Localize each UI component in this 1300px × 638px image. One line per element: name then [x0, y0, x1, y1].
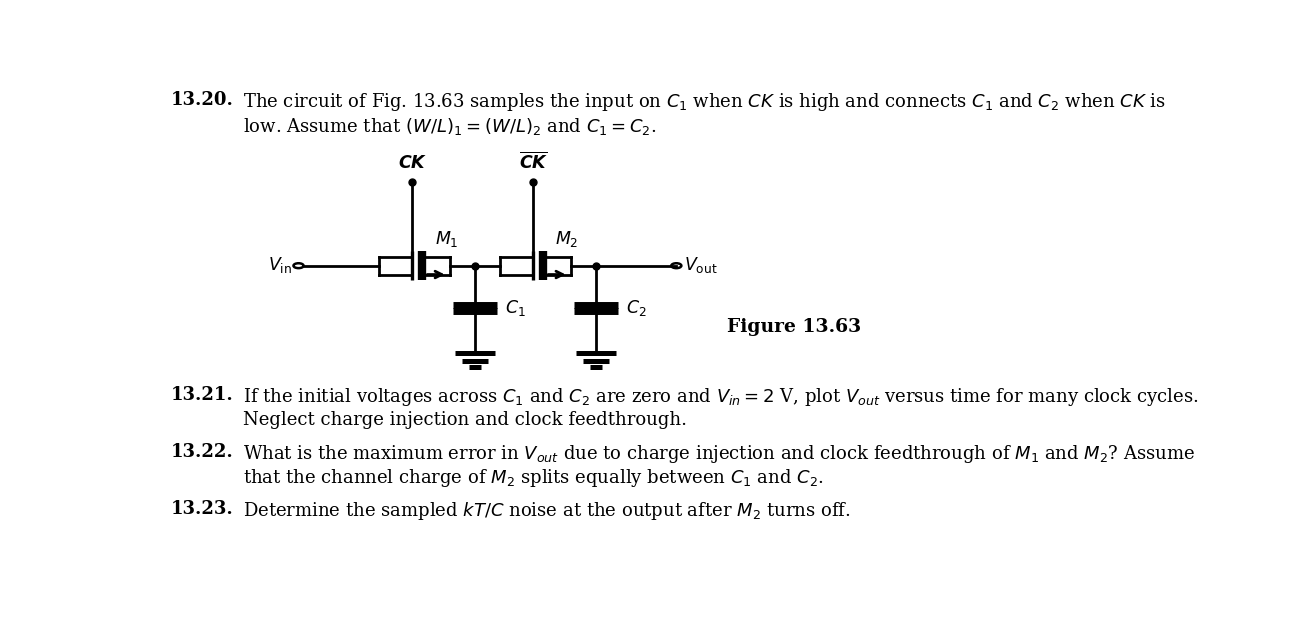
Text: If the initial voltages across $C_1$ and $C_2$ are zero and $V_{in} = 2$ V, plot: If the initial voltages across $C_1$ and…	[243, 386, 1199, 408]
Text: low. Assume that $(W/L)_1 = (W/L)_2$ and $C_1 = C_2$.: low. Assume that $(W/L)_1 = (W/L)_2$ and…	[243, 116, 656, 137]
Text: Figure 13.63: Figure 13.63	[727, 318, 861, 336]
Text: 13.21.: 13.21.	[170, 386, 233, 404]
Text: that the channel charge of $M_2$ splits equally between $C_1$ and $C_2$.: that the channel charge of $M_2$ splits …	[243, 467, 824, 489]
Text: Neglect charge injection and clock feedthrough.: Neglect charge injection and clock feedt…	[243, 411, 688, 429]
Text: $C_1$: $C_1$	[504, 298, 525, 318]
Text: 13.22.: 13.22.	[170, 443, 233, 461]
Text: $C_2$: $C_2$	[627, 298, 646, 318]
Text: $\bfit{\overline{CK}}$: $\bfit{\overline{CK}}$	[519, 151, 547, 172]
Text: $M_1$: $M_1$	[434, 228, 458, 248]
Text: The circuit of Fig. 13.63 samples the input on $C_1$ when $CK$ is high and conne: The circuit of Fig. 13.63 samples the in…	[243, 91, 1166, 114]
Text: $V_{\rm out}$: $V_{\rm out}$	[684, 255, 718, 275]
Text: Determine the sampled $kT/C$ noise at the output after $M_2$ turns off.: Determine the sampled $kT/C$ noise at th…	[243, 500, 850, 522]
Text: What is the maximum error in $V_{out}$ due to charge injection and clock feedthr: What is the maximum error in $V_{out}$ d…	[243, 443, 1195, 464]
Text: $V_{\rm in}$: $V_{\rm in}$	[268, 255, 293, 275]
Text: 13.23.: 13.23.	[170, 500, 233, 518]
Text: $\bfit{CK}$: $\bfit{CK}$	[398, 156, 426, 172]
Text: $M_2$: $M_2$	[555, 228, 578, 248]
Text: 13.20.: 13.20.	[170, 91, 234, 109]
